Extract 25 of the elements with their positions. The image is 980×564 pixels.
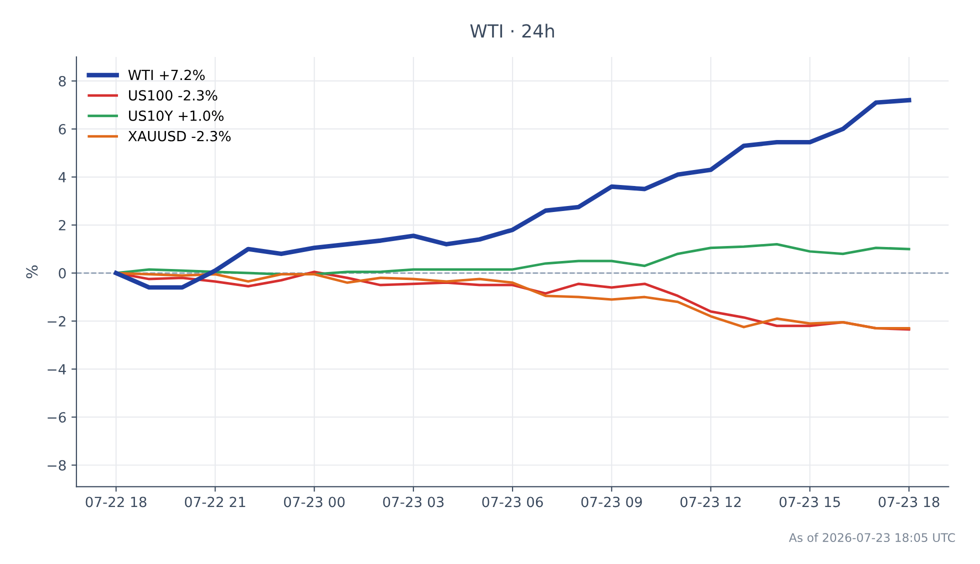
chart-title: WTI · 24h bbox=[470, 24, 554, 38]
x-tick-label: 07-23 03 bbox=[383, 496, 444, 508]
legend-label: XAUUSD -2.3% bbox=[128, 130, 231, 142]
y-tick-label: 4 bbox=[58, 172, 66, 182]
x-tick-label: 07-22 18 bbox=[86, 496, 146, 508]
x-tick-label: 07-23 06 bbox=[482, 496, 543, 508]
x-tick-label: 07-23 12 bbox=[680, 496, 741, 508]
legend-label: WTI +7.2% bbox=[128, 70, 205, 80]
text: As of 2026-07-23 18:05 UTC bbox=[788, 532, 955, 542]
y-tick-label: 0 bbox=[58, 268, 66, 279]
y-axis-title: % bbox=[26, 265, 38, 278]
y-tick-label: 6 bbox=[58, 124, 66, 134]
y-tick-label: 8 bbox=[58, 76, 66, 86]
legend-label: US100 -2.3% bbox=[129, 90, 218, 101]
x-tick-label: 07-23 18 bbox=[878, 496, 940, 508]
y-tick-label: 2 bbox=[58, 220, 66, 230]
x-tick-label: 07-23 00 bbox=[284, 496, 345, 508]
y-tick-label: −8 bbox=[48, 460, 66, 471]
y-tick-label: −2 bbox=[48, 316, 66, 326]
x-tick-label: 07-23 09 bbox=[581, 496, 642, 508]
y-tick-label: −6 bbox=[48, 412, 66, 423]
y-tick-label: −4 bbox=[48, 364, 66, 374]
x-tick-label: 07-23 15 bbox=[780, 496, 840, 508]
legend-label: US10Y +1.0% bbox=[129, 110, 224, 121]
x-tick-label: 07-22 21 bbox=[184, 496, 246, 508]
